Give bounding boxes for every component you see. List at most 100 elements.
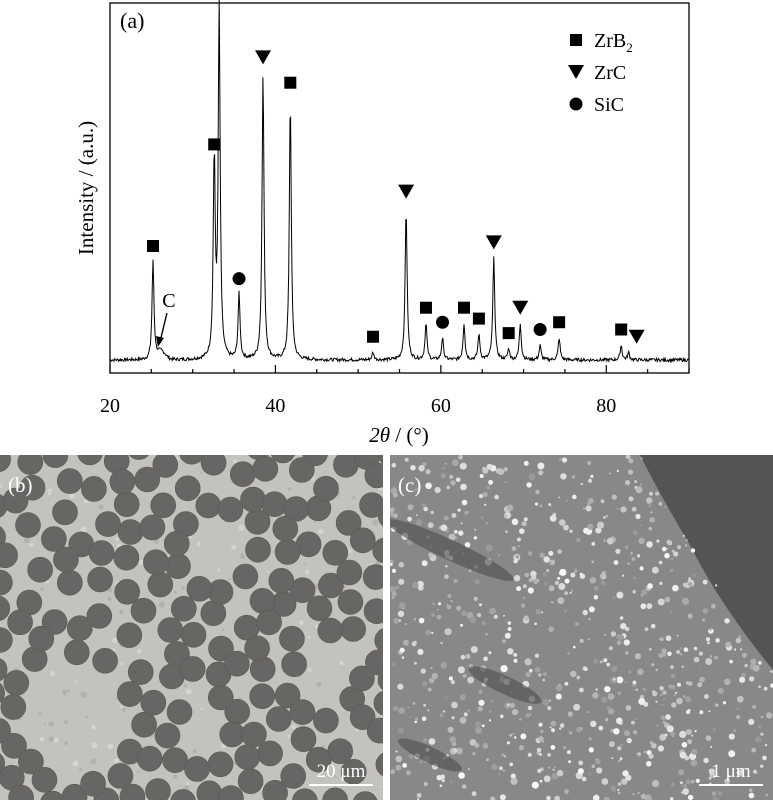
bright-grain — [640, 603, 647, 610]
bright-grain — [463, 712, 468, 717]
legend-label: SiC — [594, 94, 624, 116]
carbon-fiber — [195, 492, 222, 519]
bright-grain — [679, 781, 683, 785]
bright-grain — [421, 503, 426, 508]
carbon-fiber — [0, 657, 8, 682]
bright-grain — [544, 582, 548, 586]
bright-grain — [507, 621, 512, 625]
bright-grain — [671, 782, 675, 787]
bright-grain — [659, 693, 663, 697]
bright-grain — [546, 795, 551, 800]
bright-grain — [625, 455, 631, 460]
matrix-speckle — [50, 671, 55, 676]
bright-grain — [554, 766, 557, 769]
bright-grain — [690, 779, 695, 784]
bright-grain — [587, 638, 590, 641]
carbon-fiber — [86, 603, 113, 629]
bright-grain — [536, 747, 542, 753]
carbon-fiber — [378, 455, 383, 465]
legend-label: ZrC — [594, 62, 626, 84]
bright-grain — [428, 677, 435, 684]
bright-grain — [393, 513, 398, 519]
carbon-fiber — [241, 721, 267, 748]
bright-grain — [682, 597, 690, 605]
bright-grain — [632, 530, 638, 536]
bright-grain — [711, 775, 714, 778]
matrix-speckle — [48, 736, 54, 742]
zrb2-peak-marker — [615, 323, 628, 336]
matrix-speckle — [64, 741, 69, 745]
bright-grain — [440, 473, 446, 479]
bright-grain — [534, 502, 539, 506]
bright-grain — [501, 753, 505, 757]
bright-grain — [651, 743, 657, 749]
bright-grain — [571, 475, 576, 479]
carbon-fiber — [249, 588, 276, 614]
bright-grain — [662, 690, 667, 695]
bright-grain — [481, 724, 485, 728]
bright-grain — [548, 699, 552, 702]
bright-grain — [664, 596, 671, 603]
carbon-fiber — [0, 526, 6, 548]
bright-grain — [557, 576, 561, 580]
carbon-fiber — [170, 789, 196, 800]
bright-grain — [675, 590, 678, 592]
bright-grain — [422, 681, 428, 687]
bright-grain — [664, 733, 668, 737]
matrix-speckle — [185, 688, 192, 695]
x-tick-label: 20 — [100, 395, 120, 417]
bright-grain — [609, 472, 612, 475]
bright-grain — [547, 675, 550, 678]
bright-grain — [569, 529, 573, 533]
bright-grain — [477, 706, 483, 712]
bright-grain — [538, 673, 542, 677]
bright-grain — [664, 505, 668, 509]
bright-grain — [588, 478, 593, 483]
bright-grain — [399, 647, 405, 653]
carbon-fiber — [165, 553, 191, 579]
bright-grain — [634, 717, 637, 720]
dark-fiber-region — [640, 455, 773, 670]
bright-grain — [708, 768, 715, 775]
circle-legend-icon — [569, 97, 583, 111]
bright-grain — [732, 728, 737, 733]
panel-label-a: (a) — [120, 8, 144, 33]
matrix-speckle — [107, 596, 112, 601]
bright-grain — [421, 560, 428, 567]
bright-grain — [548, 561, 552, 565]
bright-grain — [421, 716, 427, 721]
matrix-speckle — [299, 620, 304, 625]
bright-grain — [709, 628, 712, 631]
matrix-speckle — [339, 660, 344, 666]
bright-grain — [580, 482, 583, 486]
bright-grain — [676, 634, 679, 637]
bright-grain — [616, 676, 624, 684]
bright-grain — [595, 527, 602, 534]
bright-grain — [679, 730, 687, 738]
bright-grain — [557, 549, 562, 554]
bright-grain — [708, 776, 712, 780]
bright-grain — [537, 462, 545, 470]
bright-grain — [649, 491, 653, 496]
bright-grain — [699, 710, 704, 715]
matrix-speckle — [115, 537, 120, 541]
bright-grain — [415, 514, 418, 517]
bright-grain — [661, 546, 667, 552]
bright-grain — [590, 474, 594, 478]
bright-grain — [533, 578, 539, 585]
carbon-fiber — [224, 650, 250, 677]
x-tick-label: 40 — [265, 395, 285, 417]
bright-grain — [440, 641, 443, 645]
bright-grain — [451, 513, 457, 518]
bright-grain — [624, 545, 629, 550]
x-tick-labels: 20 40 60 80 — [100, 395, 616, 417]
bright-grain — [513, 559, 518, 564]
bright-grain — [659, 733, 667, 741]
bright-grain — [764, 744, 768, 747]
bright-grain — [404, 623, 407, 626]
bright-grain — [506, 741, 510, 745]
bright-grain — [398, 561, 405, 568]
bright-grain — [534, 666, 541, 673]
bright-grain — [454, 530, 458, 534]
matrix-speckle — [200, 707, 203, 711]
